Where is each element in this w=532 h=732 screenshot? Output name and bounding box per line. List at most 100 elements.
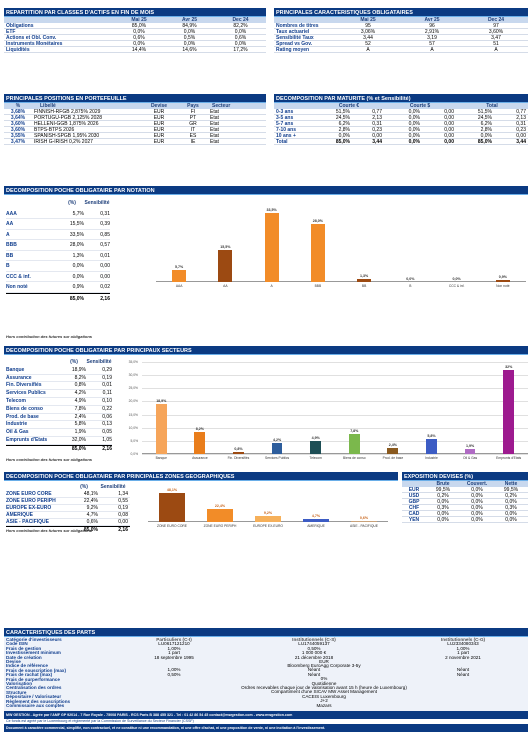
- table-cell: 0,00: [444, 121, 454, 126]
- table-header: (%) Sensibilité: [6, 484, 130, 491]
- table-cell: 0,0%: [408, 127, 420, 132]
- table-cell: 17,2%: [233, 47, 248, 52]
- parts-label: Code ISIN: [6, 641, 28, 647]
- row-pct: 32,0%: [71, 436, 86, 443]
- table-row: Sensibilité Taux 3,44 3,19 3,47: [274, 35, 528, 41]
- total-pct: 85,0%: [69, 295, 84, 302]
- y-tick-label: 20,0%: [128, 399, 138, 404]
- table-cell: 0,31: [372, 121, 382, 126]
- table-cell: BTPS-BTPS 2026: [34, 127, 75, 132]
- total-sens: 2,16: [118, 527, 128, 533]
- bar-value-label: 1,3%: [360, 274, 369, 279]
- caracteristiques-title: PRINCIPALES CARACTERISTIQUES OBLIGATAIRE…: [274, 8, 528, 17]
- row-label: Biens de conso: [6, 405, 43, 412]
- chart-bar: [206, 508, 234, 522]
- x-category-label: AA: [223, 284, 228, 288]
- table-cell: 0,0%: [133, 29, 145, 34]
- table-cell: 99,5%: [435, 487, 451, 492]
- zones-chart: 48,1% ZONE EURO CORE 22,4% ZONE EURO PERIPH…: [148, 488, 388, 528]
- table-cell: 2,91%: [424, 29, 440, 34]
- positions-header: % Libellé Devise Pays Secteur: [4, 103, 266, 109]
- table-row: CCC & inf. 0,0% 0,00: [6, 272, 110, 282]
- table-cell: 0,31: [516, 121, 526, 126]
- table-cell: 2,13: [372, 115, 382, 120]
- row-label: Prod. de base: [6, 413, 39, 420]
- x-category-label: ASIE - PACIFIQUE: [350, 524, 378, 528]
- table-row: Actions et Obl. Conv. 0,6% 0,5% 0,6%: [4, 35, 266, 41]
- table-cell: 51,5%: [477, 109, 492, 114]
- parts-label: Date de création: [6, 654, 42, 660]
- table-cell: 0,77: [516, 109, 526, 114]
- part-indice: Bloomberg EuroAgg Corporate 3-5y: [287, 662, 361, 668]
- bar-value-label: 0,8%: [234, 446, 243, 451]
- x-category-label: BB: [361, 284, 367, 288]
- row-label: AA: [6, 221, 14, 227]
- bar-value-label: 7,8%: [350, 428, 359, 433]
- x-category-label: ZONE EURO CORE: [156, 524, 188, 528]
- table-cell: 3,60%: [10, 121, 26, 126]
- y-tick-label: 25,0%: [128, 386, 138, 391]
- table-cell: 85,0%: [335, 139, 350, 144]
- col-courte-eur: Courte €: [338, 103, 360, 109]
- table-cell: 85,0%: [477, 139, 492, 144]
- table-row: B 0,0% 0,00: [6, 261, 110, 272]
- notation-note: Hors contribution des futures sur obliga…: [6, 334, 93, 339]
- table-cell: 0,0%: [338, 133, 350, 138]
- part-cs-min: 1 000 000 €: [301, 650, 327, 656]
- table-cell: 84,9%: [182, 23, 197, 28]
- x-category-label: Industrie: [425, 456, 438, 460]
- cg-rachat: Néant: [456, 671, 470, 677]
- table-cell: 51: [493, 41, 499, 46]
- header-spacer: [6, 359, 62, 367]
- x-category-label: Telecom: [309, 456, 322, 460]
- table-row: Oil & Gas 1,9% 0,05: [6, 429, 112, 437]
- bar-value-label: 33,5%: [266, 208, 277, 213]
- row-sens: 0,29: [102, 366, 112, 373]
- table-cell: 2,8%: [338, 127, 350, 132]
- row-label: Fin. Diversifiés: [6, 382, 42, 389]
- row-sens: 0,08: [118, 512, 128, 518]
- row-label: BBB: [6, 242, 17, 248]
- table-cell: 14,4%: [131, 47, 147, 52]
- table-cell: 0-3 ans: [276, 109, 294, 114]
- row-sens: 0,11: [102, 390, 112, 397]
- table-row: 3,55% SPANISH-SPGB 1,95% 2030 EUR ES Etat: [4, 133, 266, 139]
- table-row: AA 15,5% 0,39: [6, 219, 110, 230]
- row-label: Services Publics: [6, 390, 46, 397]
- table-cell: 0,0%: [471, 505, 483, 510]
- x-category-label: A: [270, 284, 273, 288]
- table-cell: ETF: [6, 29, 16, 34]
- table-cell: 0,0%: [234, 29, 247, 34]
- row-pct: 2,4%: [74, 413, 86, 420]
- bar-value-label: 4,7%: [311, 514, 321, 519]
- table-cell: 0,0%: [437, 517, 449, 522]
- y-tick-label: 10,0%: [128, 425, 138, 430]
- table-cell: 0,23: [516, 127, 526, 132]
- table-row: ZONE EURO CORE 48,1% 1,34: [6, 491, 130, 498]
- row-label: Oil & Gas: [6, 429, 29, 436]
- bar-value-label: 4,9%: [311, 436, 320, 441]
- part-cs-date: 21 décembre 2018: [294, 654, 334, 660]
- part-surperf: 0%: [320, 676, 328, 682]
- parts-label: Centralisation des ordres: [6, 685, 62, 691]
- positions-panel: PRINCIPALES POSITIONS EN PORTEFEUILLE % …: [4, 94, 266, 145]
- table-row: Fin. Diversifiés 0,8% 0,01: [6, 382, 112, 391]
- row-sens: 0,05: [102, 429, 112, 436]
- row-label: ZONE EURO PERIPH: [6, 498, 56, 504]
- table-total: 85,0% 2,16: [6, 526, 130, 533]
- x-category-label: Banque: [155, 456, 167, 460]
- table-cell: 3,47: [491, 35, 501, 40]
- table-cell: 0,0%: [471, 487, 483, 492]
- table-cell: 6,2%: [338, 121, 350, 126]
- chart-bar: [172, 270, 187, 282]
- table-cell: EUR: [153, 133, 165, 138]
- cs-souscr: Néant: [307, 667, 321, 673]
- table-cell: Etat: [210, 139, 219, 144]
- zones-title: DECOMPOSITION POCHE OBLIGATAIRE PAR PRIN…: [4, 472, 398, 481]
- y-tick-label: 0,0%: [130, 452, 138, 456]
- table-cell: EUR: [153, 109, 165, 114]
- table-cell: Etat: [210, 133, 219, 138]
- table-cell: IE: [190, 139, 196, 144]
- table-row: Biens de conso 7,8% 0,22: [6, 406, 112, 414]
- part-ci-isin: LU0617121210: [158, 641, 190, 647]
